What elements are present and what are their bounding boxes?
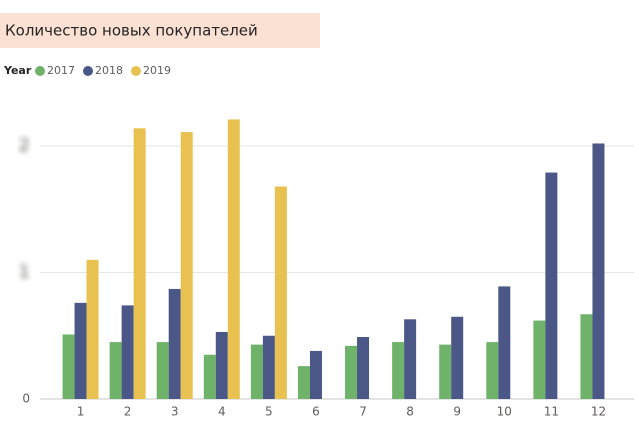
y-tick-label: 2 xyxy=(19,135,30,156)
x-tick-label: 12 xyxy=(591,405,606,419)
bar xyxy=(168,288,181,399)
bar xyxy=(404,319,417,399)
bar xyxy=(121,305,134,399)
title-background xyxy=(0,13,320,48)
bar xyxy=(486,342,499,399)
bar xyxy=(250,344,263,399)
bar xyxy=(180,132,193,399)
bar xyxy=(86,259,99,399)
bar xyxy=(533,320,546,399)
bar xyxy=(109,342,122,399)
x-tick-label: 4 xyxy=(218,405,226,419)
x-tick-label: 6 xyxy=(312,405,320,419)
bar xyxy=(297,366,310,399)
bar xyxy=(439,344,452,399)
x-tick-label: 11 xyxy=(544,405,559,419)
legend-label: 2017 xyxy=(47,64,75,77)
bar xyxy=(357,337,370,399)
x-tick-label: 3 xyxy=(171,405,179,419)
bar xyxy=(392,342,405,399)
x-tick-label: 8 xyxy=(406,405,414,419)
bar xyxy=(133,128,146,400)
bar xyxy=(498,286,511,399)
bar xyxy=(309,350,322,399)
chart-title: Количество новых покупателей xyxy=(5,22,258,40)
legend-label: 2018 xyxy=(95,64,123,77)
legend-title: Year xyxy=(3,64,32,77)
bar xyxy=(274,186,287,399)
bar xyxy=(592,143,605,399)
x-tick-label: 2 xyxy=(124,405,132,419)
bar xyxy=(262,335,275,399)
legend-marker xyxy=(83,66,93,76)
x-tick-label: 5 xyxy=(265,405,273,419)
bar xyxy=(227,119,240,399)
x-tick-label: 1 xyxy=(77,405,85,419)
x-tick-label: 10 xyxy=(497,405,512,419)
bar xyxy=(580,314,593,399)
legend-label: 2019 xyxy=(143,64,171,77)
x-tick-label: 9 xyxy=(453,405,461,419)
y-tick-label: 1 xyxy=(19,262,30,283)
x-tick-label: 7 xyxy=(359,405,367,419)
bar xyxy=(156,342,169,399)
legend-marker xyxy=(131,66,141,76)
bar xyxy=(215,331,228,399)
y-tick-label: 0 xyxy=(22,392,30,406)
bar xyxy=(203,354,216,399)
bar xyxy=(74,302,87,399)
bar xyxy=(62,334,75,399)
legend-marker xyxy=(35,66,45,76)
bar xyxy=(345,345,358,399)
bar xyxy=(451,316,464,399)
bar xyxy=(545,172,558,399)
